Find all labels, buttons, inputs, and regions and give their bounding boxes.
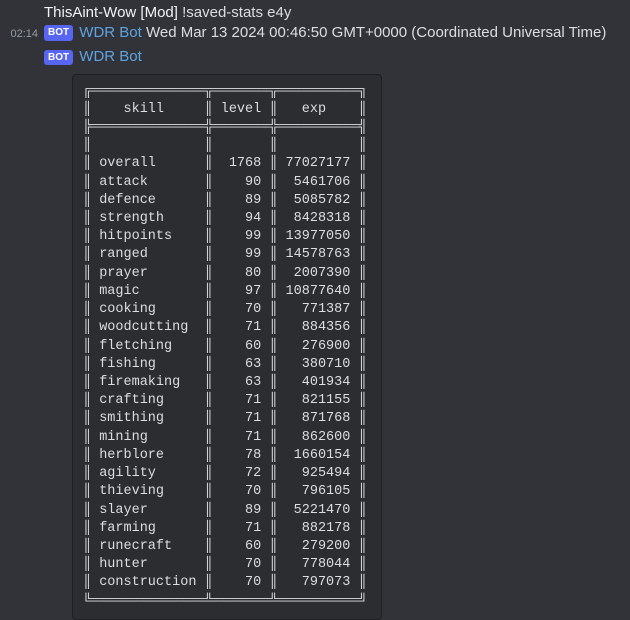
stats-table-codeblock: ╔══════════════╦═══════╦══════════╗ ║ sk… [72,74,382,620]
message-line-1: ThisAint-Wow [Mod] !saved-stats e4y [0,0,630,21]
username[interactable]: ThisAint-Wow [44,4,136,21]
timestamp: 02:14 [0,23,44,40]
message-line-3: BOT WDR Bot [0,45,630,69]
bot-username[interactable]: WDR Bot [79,24,142,41]
date-text: Wed Mar 13 2024 00:46:50 GMT+0000 (Coord… [146,24,606,41]
command-text: !saved-stats e4y [182,4,291,21]
mod-tag: [Mod] [136,4,178,21]
bot-badge: BOT [44,50,73,66]
message-line-2: 02:14 BOT WDR Bot Wed Mar 13 2024 00:46:… [0,21,630,45]
bot-badge: BOT [44,25,73,41]
timestamp-empty [0,47,44,52]
bot-username[interactable]: WDR Bot [79,48,142,65]
